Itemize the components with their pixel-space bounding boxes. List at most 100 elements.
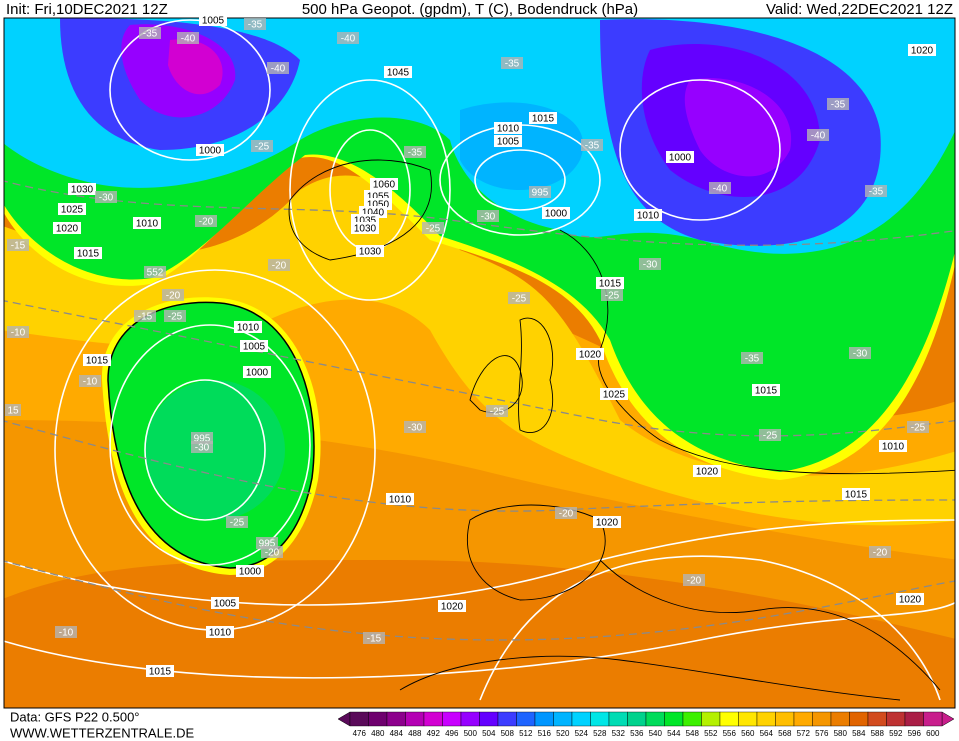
- init-time: Init: Fri,10DEC2021 12Z: [6, 1, 168, 18]
- pressure-label: 1045: [387, 68, 410, 79]
- pressure-label-box: [133, 217, 161, 229]
- pressure-label: 1040: [362, 208, 385, 219]
- pressure-label: 1015: [86, 356, 109, 367]
- temperature-label-box: [268, 259, 290, 271]
- colorbar-label: 488: [408, 729, 422, 738]
- pressure-label-box: [542, 207, 570, 219]
- pressure-label-box: [234, 321, 262, 333]
- pressure-label-box: [196, 144, 224, 156]
- temperature-label-box: [139, 27, 161, 39]
- valid-time: Valid: Wed,22DEC2021 12Z: [766, 1, 953, 18]
- pressure-label-box: [74, 247, 102, 259]
- pressure-label: 1020: [899, 595, 922, 606]
- colorbar-swatch: [590, 711, 610, 727]
- temperature-label: 15: [7, 406, 19, 417]
- pressure-label-box: [693, 465, 721, 477]
- temperature-label-box: [404, 421, 426, 433]
- pressure-label-box: [529, 112, 557, 124]
- pressure-label: 1010: [136, 219, 159, 230]
- temperature-label-box: [55, 626, 77, 638]
- temperature-label-box: [226, 516, 248, 528]
- field-496-east: [684, 78, 792, 177]
- pressure-label-box: [146, 665, 174, 677]
- temperature-label: 995: [532, 188, 549, 199]
- temperature-label: -15: [367, 634, 382, 645]
- temperature-label: -35: [143, 29, 158, 40]
- temperature-label: -40: [271, 64, 286, 75]
- pressure-label-box: [211, 597, 239, 609]
- pressure-label-box: [634, 209, 662, 221]
- pressure-label-box: [438, 600, 466, 612]
- temperature-label: -10: [83, 377, 98, 388]
- temperature-label: -25: [763, 431, 778, 442]
- pressure-label: 1010: [389, 495, 412, 506]
- temperature-label: -30: [853, 349, 868, 360]
- colorbar-label: 544: [667, 729, 681, 738]
- pressure-label: 1035: [354, 216, 377, 227]
- pressure-label-box: [351, 222, 379, 234]
- temperature-label-box: [162, 289, 184, 301]
- pressure-label-box: [494, 135, 522, 147]
- colorbar-label: 484: [390, 729, 404, 738]
- temperature-label: 552: [147, 268, 164, 279]
- colorbar-label: 548: [686, 729, 700, 738]
- temperature-label: -25: [230, 518, 245, 529]
- temperature-label-box: [501, 57, 523, 69]
- pressure-label: 1015: [755, 386, 778, 397]
- colorbar-label: 584: [852, 729, 866, 738]
- temperature-label: -35: [505, 59, 520, 70]
- coastlines: [288, 159, 955, 701]
- pressure-label: 1015: [845, 490, 868, 501]
- colorbar-label: 508: [501, 729, 515, 738]
- pressure-label: 1060: [373, 180, 396, 191]
- pressure-label: 1010: [237, 323, 260, 334]
- colorbar-label: 580: [834, 729, 848, 738]
- temperature-label: -20: [559, 509, 574, 520]
- pressure-label: 1020: [696, 467, 719, 478]
- pressure-label-box: [83, 354, 111, 366]
- pressure-label-box: [206, 626, 234, 638]
- temperature-label-box: [529, 186, 551, 198]
- temperature-label: -40: [713, 184, 728, 195]
- colorbar-swatch: [738, 711, 758, 727]
- pressure-label: 1005: [214, 599, 237, 610]
- pressure-label: 1020: [56, 224, 79, 235]
- temperature-label: -25: [911, 423, 926, 434]
- colorbar-swatch: [405, 711, 425, 727]
- temperature-label-box: [363, 632, 385, 644]
- pressure-label: 1005: [243, 342, 266, 353]
- pressure-label-box: [593, 516, 621, 528]
- temperature-label: -10: [11, 328, 26, 339]
- temperature-label-box: [869, 546, 891, 558]
- temperature-label: -25: [512, 294, 527, 305]
- pressure-label: 1020: [911, 46, 934, 57]
- colorbar-label: 480: [371, 729, 385, 738]
- colorbar-label: 496: [445, 729, 459, 738]
- colorbar-swatch: [645, 711, 665, 727]
- temperature-label: -15: [11, 241, 26, 252]
- pressure-label-box: [199, 14, 227, 26]
- pressure-label: 1010: [497, 124, 520, 135]
- colorbar-swatch: [756, 711, 776, 727]
- colorbar-swatch: [497, 711, 517, 727]
- colorbar-swatch: [553, 711, 573, 727]
- temperature-label: 995: [194, 434, 211, 445]
- colorbar-label: 476: [353, 729, 367, 738]
- colorbar-label: 576: [815, 729, 829, 738]
- colorbar-label: 516: [538, 729, 552, 738]
- temperature-label-box: [683, 574, 705, 586]
- pressure-label-box: [596, 277, 624, 289]
- pressure-label: 1010: [209, 628, 232, 639]
- pressure-label: 1015: [149, 667, 172, 678]
- temperature-label-box: [7, 239, 29, 251]
- colorbar-swatch: [793, 711, 813, 727]
- pressure-label-box: [53, 222, 81, 234]
- pressure-label-box: [600, 388, 628, 400]
- temperature-label-box: [508, 292, 530, 304]
- map-frame: [3, 17, 956, 709]
- pressure-label-box: [842, 488, 870, 500]
- pressure-label: 1015: [599, 279, 622, 290]
- temperature-label-box: [759, 429, 781, 441]
- colorbar-swatch: [886, 711, 906, 727]
